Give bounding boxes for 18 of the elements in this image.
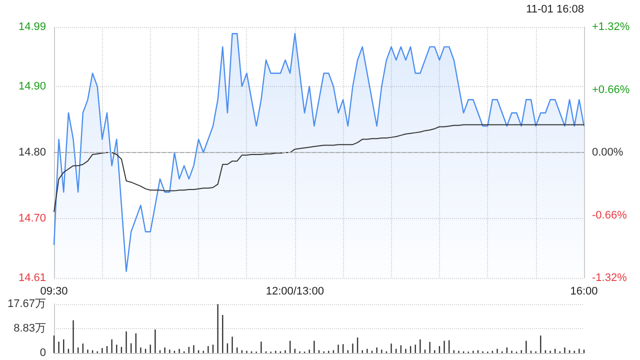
y-tick-label: 0 bbox=[40, 347, 46, 359]
x-tick-label: 09:30 bbox=[40, 286, 68, 298]
x-tick-label: 16:00 bbox=[570, 286, 598, 298]
y2-tick-label: +0.66% bbox=[592, 84, 630, 96]
y2-tick-label: -1.32% bbox=[592, 272, 628, 284]
y2-tick-label: -0.66% bbox=[592, 209, 628, 222]
y-tick-label: 14.61 bbox=[18, 272, 46, 284]
y-tick-label: 14.99 bbox=[18, 21, 46, 33]
y2-tick-label: +1.32% bbox=[592, 21, 630, 33]
y-tick-label: 8.83万 bbox=[14, 322, 46, 335]
line-series bbox=[54, 124, 584, 212]
y2-tick-label: 0.00% bbox=[592, 146, 624, 158]
y-tick-label: 17.67万 bbox=[7, 298, 46, 310]
y-tick-label: 14.90 bbox=[18, 80, 46, 92]
x-tick-label: 12:00/13:00 bbox=[266, 286, 324, 298]
y-tick-label: 14.80 bbox=[18, 146, 46, 158]
text: 11-01 16:08 bbox=[526, 4, 584, 16]
y-tick-label: 14.70 bbox=[18, 212, 46, 225]
